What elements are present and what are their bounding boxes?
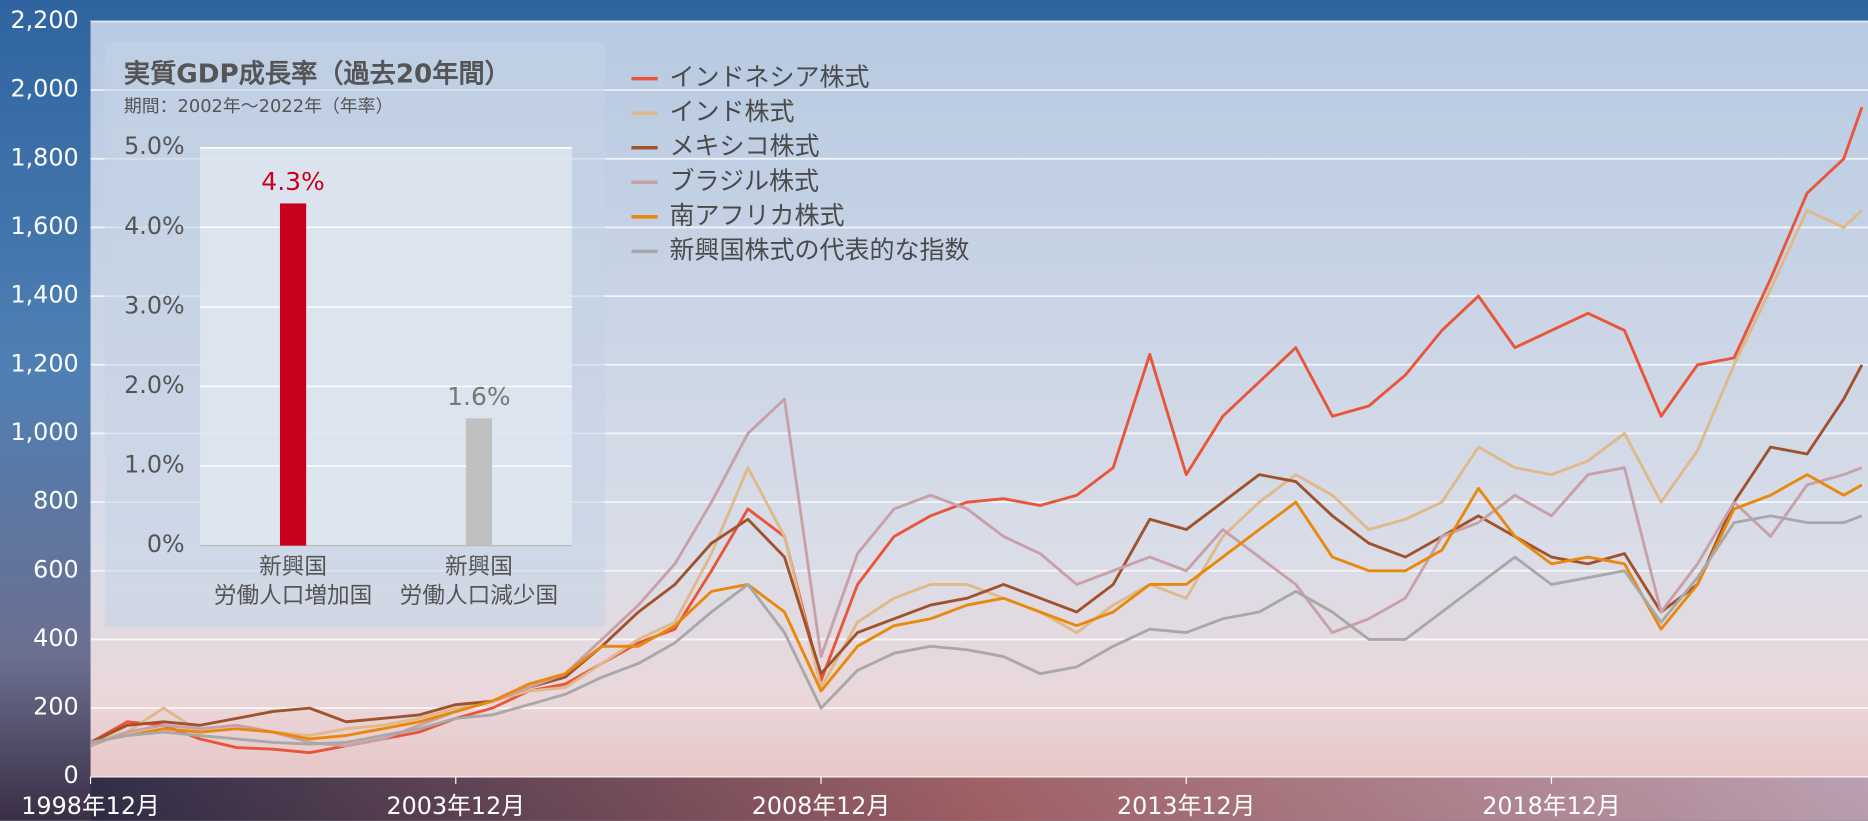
legend-label: インド株式 <box>670 97 795 126</box>
y-tick-label: 2,200 <box>10 6 78 34</box>
series-line <box>89 364 1864 744</box>
y-tick-label: 1.0% <box>124 451 185 479</box>
x-tick-label: 2003年12月 <box>387 792 526 820</box>
y-tick-label: 400 <box>33 624 78 652</box>
y-tick-label: 1,600 <box>10 212 78 240</box>
value-label: 1.6% <box>447 382 511 411</box>
legend-label: インドネシア株式 <box>670 63 870 92</box>
y-tick-label: 3.0% <box>124 291 185 319</box>
plot-area <box>200 147 572 546</box>
x-tick-label: 2013年12月 <box>1117 792 1256 820</box>
legend-label: 南アフリカ株式 <box>670 201 845 230</box>
inset-title: 実質GDP成長率（過去20年間） <box>124 59 511 90</box>
y-tick-label: 2,000 <box>10 75 78 103</box>
y-tick-label: 4.0% <box>124 212 185 240</box>
y-tick-label: 1,800 <box>10 143 78 171</box>
x-tick-label: 新興国 労働人口減少国 <box>399 553 559 609</box>
bar <box>279 203 307 546</box>
legend-label: 新興国株式の代表的な指数 <box>670 235 970 264</box>
series-line <box>90 514 1863 746</box>
x-tick-label: 2018年12月 <box>1482 792 1621 820</box>
x-tick-label: 2008年12月 <box>752 792 891 820</box>
series-line <box>90 397 1863 748</box>
x-tick-label: 1998年12月 <box>21 792 160 820</box>
bar <box>465 418 493 546</box>
y-tick-label: 600 <box>33 555 78 583</box>
inset-subtitle: 期間：2002年〜2022年（年率） <box>124 96 394 117</box>
y-tick-label: 0 <box>63 761 78 789</box>
y-tick-label: 0% <box>147 530 185 558</box>
x-tick-label: 新興国 労働人口増加国 <box>213 553 373 609</box>
series-line <box>90 473 1863 744</box>
y-tick-label: 200 <box>33 693 78 721</box>
floor <box>90 776 1868 821</box>
y-tick-label: 1,200 <box>10 349 78 377</box>
y-tick-label: 1,000 <box>10 418 78 446</box>
value-label: 4.3% <box>261 167 325 196</box>
y-tick-label: 800 <box>33 487 78 515</box>
legend-label: ブラジル株式 <box>670 166 820 195</box>
inset-chart: 実質GDP成長率（過去20年間） 期間：2002年〜2022年（年率） 0% 1.0%… <box>124 59 572 558</box>
y-tick-label: 2.0% <box>124 371 185 399</box>
y-tick-label: 5.0% <box>124 132 185 160</box>
y-tick-label: 1,400 <box>10 281 78 309</box>
legend-label: メキシコ株式 <box>670 132 820 161</box>
